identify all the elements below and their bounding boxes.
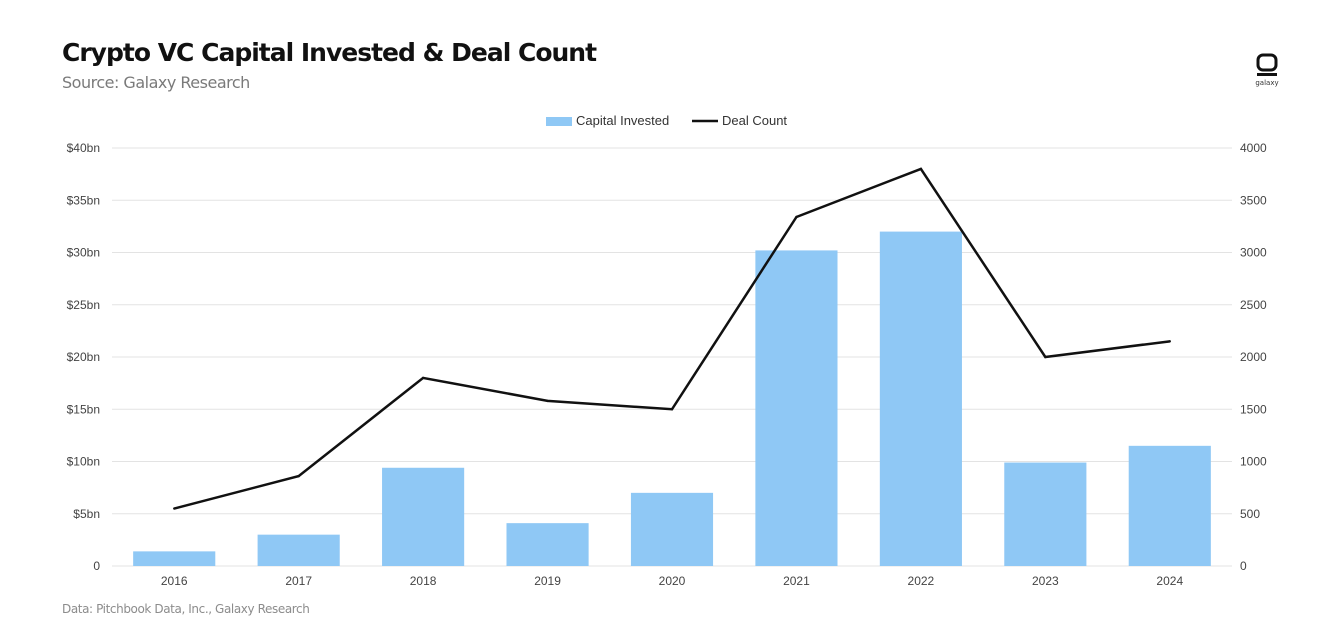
deal-count-point — [670, 408, 674, 411]
y-left-tick-label: $40bn — [67, 141, 100, 155]
bar — [133, 551, 216, 566]
deal-count-point — [421, 376, 425, 380]
x-tick-label: 2022 — [908, 574, 935, 588]
y-left-tick-label: $35bn — [67, 193, 100, 207]
y-right-tick-label: 1500 — [1240, 402, 1267, 416]
x-tick-label: 2019 — [534, 574, 561, 588]
y-left-tick-label: $10bn — [67, 455, 100, 469]
bar — [630, 492, 714, 566]
deal-count-point — [795, 215, 798, 219]
deal-count-line — [173, 167, 1170, 510]
legend-label-capital-invested: Capital Invested — [576, 113, 669, 128]
y-left-tick-label: $25bn — [67, 298, 100, 312]
bar — [879, 231, 962, 566]
galaxy-logo-text: galaxy — [1255, 79, 1279, 87]
bar — [1128, 445, 1211, 566]
y-right-tick-label: 1000 — [1240, 455, 1267, 469]
y-right-tick-label: 0 — [1240, 559, 1247, 573]
y-left-tick-label: $15bn — [67, 402, 100, 416]
x-tick-label: 2023 — [1032, 574, 1059, 588]
y-right-tick-label: 2000 — [1240, 350, 1267, 364]
deal-count-point — [1044, 355, 1047, 359]
y-right-tick-label: 500 — [1240, 507, 1260, 521]
x-tick-label: 2018 — [410, 574, 437, 588]
y-right-tick-label: 2500 — [1240, 298, 1267, 312]
deal-count-point — [297, 474, 300, 478]
y-left-tick-label: $30bn — [67, 246, 100, 260]
x-tick-label: 2020 — [659, 574, 686, 588]
bar — [755, 250, 838, 566]
chart-title: Crypto VC Capital Invested & Deal Count — [62, 38, 597, 67]
y-left-tick-label: $5bn — [73, 507, 100, 521]
legend-swatch-capital-invested — [546, 117, 572, 126]
legend-label-deal-count: Deal Count — [722, 113, 787, 128]
chart-footnote: Data: Pitchbook Data, Inc., Galaxy Resea… — [62, 602, 310, 616]
deal-count-point — [546, 399, 549, 403]
bar — [506, 523, 589, 566]
chart-subtitle: Source: Galaxy Research — [62, 73, 250, 92]
y-left-tick-label: $20bn — [67, 350, 100, 364]
y-right-tick-label: 3500 — [1240, 193, 1267, 207]
x-tick-label: 2017 — [285, 574, 312, 588]
x-tick-label: 2016 — [161, 574, 188, 588]
deal-count-point — [173, 507, 176, 510]
x-tick-label: 2021 — [783, 574, 810, 588]
galaxy-logo: galaxy — [1250, 52, 1284, 92]
bar — [257, 534, 340, 566]
bar — [1004, 462, 1087, 566]
y-left-tick-label: 0 — [93, 559, 100, 573]
deal-count-point — [919, 167, 923, 171]
y-right-tick-label: 3000 — [1240, 246, 1267, 260]
deal-count-point — [1168, 340, 1171, 343]
y-right-tick-label: 4000 — [1240, 141, 1267, 155]
x-tick-label: 2024 — [1156, 574, 1183, 588]
bar — [382, 467, 465, 566]
galaxy-logo-icon — [1256, 53, 1278, 76]
